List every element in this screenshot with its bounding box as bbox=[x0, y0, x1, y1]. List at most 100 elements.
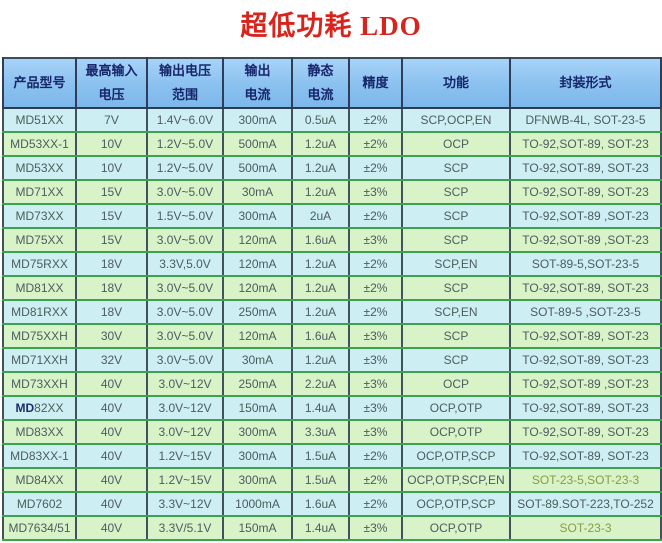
cell-package: TO-92,SOT-89, SOT-23 bbox=[509, 395, 662, 421]
column-header-quiescent_current: 静态 电流 bbox=[291, 57, 350, 109]
cell-model: MD83XX-1 bbox=[2, 443, 77, 469]
cell-output_current: 250mA bbox=[222, 371, 293, 397]
cell-output_current: 300mA bbox=[222, 203, 293, 229]
table-row: MD81XX 18V 3.0V~5.0V 120mA 1.2uA ±2% SCP TO-92,… bbox=[2, 275, 662, 301]
cell-quiescent_current: 1.6uA bbox=[291, 323, 350, 349]
cell-accuracy: ±2% bbox=[348, 155, 403, 181]
cell-model: MD82XX bbox=[2, 395, 77, 421]
cell-output_voltage_range: 3.3V~12V bbox=[146, 491, 224, 517]
cell-output_voltage_range: 3.0V~5.0V bbox=[146, 347, 224, 373]
cell-quiescent_current: 1.6uA bbox=[291, 227, 350, 253]
cell-model: MD7634/51 bbox=[2, 515, 77, 541]
cell-accuracy: ±2% bbox=[348, 443, 403, 469]
cell-max_input_voltage: 40V bbox=[75, 395, 148, 421]
cell-package: TO-92,SOT-89, SOT-23 bbox=[509, 419, 662, 445]
cell-accuracy: ±2% bbox=[348, 131, 403, 157]
cell-model: MD53XX bbox=[2, 155, 77, 181]
cell-output_voltage_range: 3.0V~5.0V bbox=[146, 179, 224, 205]
cell-quiescent_current: 1.5uA bbox=[291, 467, 350, 493]
cell-quiescent_current: 1.4uA bbox=[291, 515, 350, 541]
cell-model: MD81RXX bbox=[2, 299, 77, 325]
cell-max_input_voltage: 30V bbox=[75, 323, 148, 349]
cell-functions: SCP bbox=[401, 275, 511, 301]
cell-quiescent_current: 1.2uA bbox=[291, 347, 350, 373]
cell-max_input_voltage: 40V bbox=[75, 443, 148, 469]
cell-package: TO-92,SOT-89 ,SOT-23 bbox=[509, 227, 662, 253]
page-title: 超低功耗 LDO bbox=[240, 11, 422, 41]
cell-accuracy: ±3% bbox=[348, 515, 403, 541]
cell-functions: SCP,EN bbox=[401, 299, 511, 325]
table-row: MD75XXH 30V 3.0V~5.0V 120mA 1.6uA ±3% SCP TO-92… bbox=[2, 323, 662, 349]
column-header-output_current: 输出 电流 bbox=[222, 57, 293, 109]
table-row: MD7602 40V 3.3V~12V 1000mA 1.6uA ±2% OCP,OTP,S… bbox=[2, 491, 662, 517]
cell-max_input_voltage: 10V bbox=[75, 131, 148, 157]
cell-package: SOT-89.SOT-223,TO-252 bbox=[509, 491, 662, 517]
cell-accuracy: ±3% bbox=[348, 323, 403, 349]
cell-max_input_voltage: 40V bbox=[75, 491, 148, 517]
cell-output_voltage_range: 1.2V~5.0V bbox=[146, 155, 224, 181]
cell-functions: SCP bbox=[401, 179, 511, 205]
table-header: 产品型号 最高输入 电压 输出电压 范围 输出 电流 静态 电流 精度 功能 封装形式 bbox=[2, 57, 662, 109]
cell-accuracy: ±3% bbox=[348, 419, 403, 445]
cell-max_input_voltage: 18V bbox=[75, 251, 148, 277]
cell-output_current: 500mA bbox=[222, 155, 293, 181]
cell-quiescent_current: 1.5uA bbox=[291, 443, 350, 469]
cell-quiescent_current: 1.2uA bbox=[291, 275, 350, 301]
cell-quiescent_current: 3.3uA bbox=[291, 419, 350, 445]
column-header-model: 产品型号 bbox=[2, 57, 77, 109]
cell-output_voltage_range: 3.0V~5.0V bbox=[146, 323, 224, 349]
cell-output_current: 30mA bbox=[222, 179, 293, 205]
header-row: 产品型号 最高输入 电压 输出电压 范围 输出 电流 静态 电流 精度 功能 封装形式 bbox=[2, 57, 662, 109]
cell-output_voltage_range: 3.0V~5.0V bbox=[146, 275, 224, 301]
cell-model: MD7602 bbox=[2, 491, 77, 517]
cell-max_input_voltage: 15V bbox=[75, 203, 148, 229]
cell-max_input_voltage: 40V bbox=[75, 515, 148, 541]
cell-output_voltage_range: 3.0V~5.0V bbox=[146, 227, 224, 253]
cell-output_current: 120mA bbox=[222, 227, 293, 253]
cell-functions: SCP,EN bbox=[401, 251, 511, 277]
cell-output_current: 120mA bbox=[222, 323, 293, 349]
cell-quiescent_current: 1.2uA bbox=[291, 179, 350, 205]
table-row: MD83XX-1 40V 1.2V~15V 300mA 1.5uA ±2% OCP,OTP,… bbox=[2, 443, 662, 469]
cell-accuracy: ±2% bbox=[348, 491, 403, 517]
cell-output_voltage_range: 1.2V~5.0V bbox=[146, 131, 224, 157]
cell-package: TO-92,SOT-89, SOT-23 bbox=[509, 275, 662, 301]
cell-quiescent_current: 2uA bbox=[291, 203, 350, 229]
cell-output_current: 150mA bbox=[222, 515, 293, 541]
table-row: MD81RXX 18V 3.0V~5.0V 250mA 1.2uA ±2% SCP,EN SO… bbox=[2, 299, 662, 325]
cell-package: TO-92,SOT-89, SOT-23 bbox=[509, 347, 662, 373]
cell-output_current: 250mA bbox=[222, 299, 293, 325]
cell-package: TO-92,SOT-89, SOT-23 bbox=[509, 443, 662, 469]
cell-output_current: 30mA bbox=[222, 347, 293, 373]
cell-model: MD75XX bbox=[2, 227, 77, 253]
cell-functions: OCP,OTP,SCP bbox=[401, 443, 511, 469]
table-row: MD83XX 40V 3.0V~12V 300mA 3.3uA ±3% OCP,OTP TO-… bbox=[2, 419, 662, 445]
cell-output_voltage_range: 3.3V,5.0V bbox=[146, 251, 224, 277]
table-row: MD71XX 15V 3.0V~5.0V 30mA 1.2uA ±3% SCP TO-92,S… bbox=[2, 179, 662, 205]
cell-output_current: 120mA bbox=[222, 251, 293, 277]
table-row: MD75RXX 18V 3.3V,5.0V 120mA 1.2uA ±2% SCP,EN SO… bbox=[2, 251, 662, 277]
cell-max_input_voltage: 32V bbox=[75, 347, 148, 373]
cell-model: MD83XX bbox=[2, 419, 77, 445]
cell-accuracy: ±2% bbox=[348, 203, 403, 229]
cell-package: SOT-23-3 bbox=[509, 515, 662, 541]
table-row: MD7634/51 40V 3.3V/5.1V 150mA 1.4uA ±3% OCP,OT… bbox=[2, 515, 662, 541]
cell-package: TO-92,SOT-89, SOT-23 bbox=[509, 323, 662, 349]
cell-quiescent_current: 1.2uA bbox=[291, 131, 350, 157]
cell-functions: SCP,OCP,EN bbox=[401, 107, 511, 133]
cell-accuracy: ±3% bbox=[348, 227, 403, 253]
table-row: MD53XX-1 10V 1.2V~5.0V 500mA 1.2uA ±2% OCP TO-9… bbox=[2, 131, 662, 157]
cell-functions: OCP,OTP bbox=[401, 515, 511, 541]
cell-package: TO-92,SOT-89 ,SOT-23 bbox=[509, 203, 662, 229]
cell-functions: OCP bbox=[401, 371, 511, 397]
table-row: MD53XX 10V 1.2V~5.0V 500mA 1.2uA ±2% SCP TO-92,… bbox=[2, 155, 662, 181]
cell-accuracy: ±2% bbox=[348, 251, 403, 277]
cell-quiescent_current: 0.5uA bbox=[291, 107, 350, 133]
cell-accuracy: ±3% bbox=[348, 347, 403, 373]
cell-functions: SCP bbox=[401, 323, 511, 349]
cell-accuracy: ±2% bbox=[348, 467, 403, 493]
cell-model: MD81XX bbox=[2, 275, 77, 301]
cell-output_current: 150mA bbox=[222, 395, 293, 421]
cell-max_input_voltage: 40V bbox=[75, 371, 148, 397]
table-row: MD75XX 15V 3.0V~5.0V 120mA 1.6uA ±3% SCP TO-92,… bbox=[2, 227, 662, 253]
